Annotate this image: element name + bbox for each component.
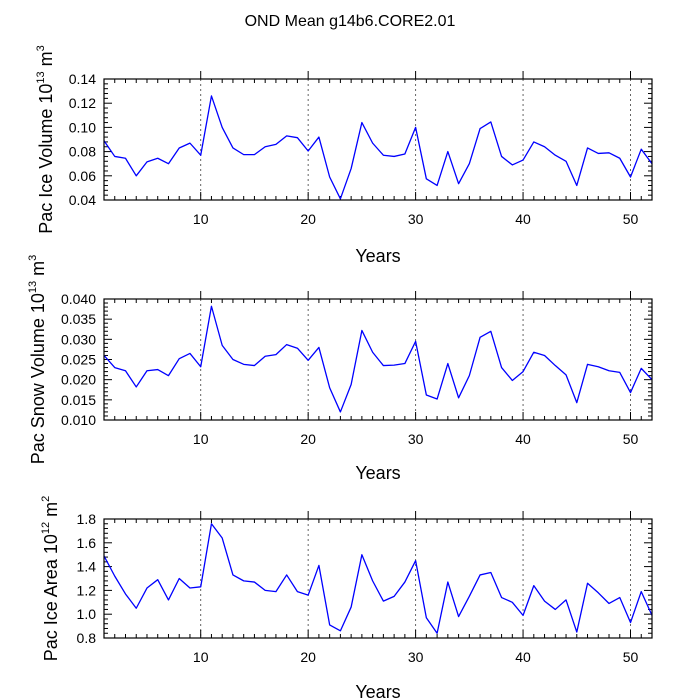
x-tick-label: 50 <box>623 211 639 227</box>
x-tick-label: 40 <box>515 431 531 447</box>
x-axis-title: Years <box>355 246 400 266</box>
y-tick-label: 1.4 <box>77 559 97 575</box>
y-tick-label: 0.010 <box>61 412 96 428</box>
plot-frame <box>103 78 653 201</box>
chart-panel-1: 10 20 30 40 50 0.04 0.06 0.08 0.10 0.12 0.14 Years P… <box>35 45 653 266</box>
y-tick-label: 1.8 <box>77 511 97 527</box>
chart-panel-2: 10 20 30 40 50 0.010 0.015 0.020 0.025 0.030 0.035… <box>27 255 653 483</box>
y-tick-label: 0.040 <box>61 291 96 307</box>
x-axis-title: Years <box>355 463 400 483</box>
y-tick-label: 1.2 <box>77 582 97 598</box>
y-tick-label: 0.14 <box>69 71 96 87</box>
plot-frame <box>103 518 653 639</box>
y-tick-label: 0.015 <box>61 392 96 408</box>
y-axis-title: Pac Ice Volume 1013 m3 <box>35 45 56 233</box>
x-tick-label: 20 <box>300 649 316 665</box>
x-tick-label: 20 <box>300 211 316 227</box>
y-tick-label: 1.6 <box>77 535 97 551</box>
y-tick-label: 1.0 <box>77 606 97 622</box>
x-tick-label: 10 <box>193 431 209 447</box>
y-tick-label: 0.8 <box>77 630 97 646</box>
x-tick-label: 10 <box>193 211 209 227</box>
y-tick-label: 0.12 <box>69 95 96 111</box>
x-tick-label: 30 <box>408 431 424 447</box>
y-tick-label: 0.06 <box>69 168 96 184</box>
x-tick-label: 40 <box>515 649 531 665</box>
series-line <box>103 305 653 413</box>
y-tick-label: 0.08 <box>69 144 96 160</box>
y-tick-label: 0.020 <box>61 372 96 388</box>
series-line <box>103 95 653 200</box>
y-tick-label: 0.04 <box>69 192 96 208</box>
x-tick-label: 50 <box>623 431 639 447</box>
y-tick-label: 0.10 <box>69 119 96 135</box>
x-tick-label: 40 <box>515 211 531 227</box>
chart-panel-3: 10 20 30 40 50 0.8 1.0 1.2 1.4 1.6 1.8 Years Pac Ice… <box>40 496 653 698</box>
x-tick-label: 50 <box>623 649 639 665</box>
x-tick-label: 30 <box>408 649 424 665</box>
y-tick-label: 0.025 <box>61 352 96 368</box>
y-axis-title: Pac Ice Area 1012 m2 <box>40 496 61 661</box>
x-tick-label: 10 <box>193 649 209 665</box>
x-axis-title: Years <box>355 682 400 698</box>
x-tick-label: 30 <box>408 211 424 227</box>
y-tick-label: 0.035 <box>61 311 96 327</box>
y-axis-title: Pac Snow Volume 1013 m3 <box>27 255 48 464</box>
plot-frame <box>103 298 653 421</box>
chart-title: OND Mean g14b6.CORE2.01 <box>245 13 456 30</box>
series-line <box>103 523 653 634</box>
x-tick-label: 20 <box>300 431 316 447</box>
y-tick-label: 0.030 <box>61 331 96 347</box>
